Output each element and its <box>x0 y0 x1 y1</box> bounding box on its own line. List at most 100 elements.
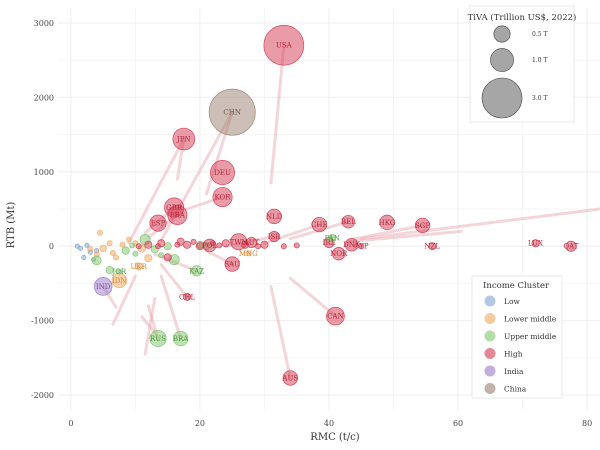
connector-line <box>140 315 157 335</box>
data-point <box>97 229 103 236</box>
connector-line <box>269 43 286 185</box>
data-point-ind <box>93 277 113 296</box>
size-legend: TiVA (Trillion US$, 2022) 0.5 T 1.0 T 3.0 … <box>468 5 577 123</box>
x-tick-label: 20 <box>195 419 205 428</box>
color-legend-label: Lower middle <box>504 315 557 324</box>
connector-line <box>288 276 337 318</box>
connector-line <box>143 296 157 356</box>
point-label-gbr: GBR <box>166 204 183 212</box>
data-point-can <box>326 306 345 326</box>
point-label-irl: IRL <box>323 239 336 247</box>
data-point <box>109 249 116 256</box>
data-point <box>144 254 153 263</box>
x-axis-title: RMC (t/c) <box>310 432 359 443</box>
y-tick-label: -1000 <box>31 317 54 326</box>
point-label-pan: PAN <box>325 235 340 243</box>
data-points <box>74 24 577 386</box>
data-point <box>293 242 300 249</box>
data-point <box>105 266 114 275</box>
connector-line <box>269 284 292 380</box>
point-label-rus: RUS <box>150 335 166 343</box>
data-point-nzl <box>428 242 437 251</box>
point-label-usa: USA <box>276 42 293 50</box>
data-point-fra <box>167 204 188 225</box>
point-label-kaz: KAZ <box>189 267 204 275</box>
connector-line <box>111 274 137 326</box>
point-label-lux: LUX <box>528 240 543 248</box>
data-point-kor <box>212 187 233 208</box>
x-tick-label: 0 <box>68 419 73 428</box>
data-point <box>221 239 230 248</box>
data-point-deu <box>210 160 235 185</box>
color-legend-swatch <box>484 365 496 377</box>
point-label-ind: IND <box>96 283 111 291</box>
point-label-ukr: UKR <box>130 263 147 271</box>
data-point <box>81 254 87 260</box>
point-label-che: CHE <box>311 221 328 229</box>
connector-line <box>127 137 186 244</box>
color-legend-swatch <box>484 348 496 359</box>
size-legend-circle <box>481 77 523 119</box>
point-label-aus: AUS <box>281 374 298 382</box>
point-label-sgp: SGP <box>415 222 430 230</box>
point-label-idn: IDN <box>112 277 127 285</box>
connector-line <box>353 223 425 241</box>
data-point-isr <box>268 231 280 243</box>
data-point <box>144 240 153 249</box>
x-tick-label: 60 <box>453 419 463 428</box>
connector-line <box>359 207 600 241</box>
data-point <box>106 240 113 247</box>
size-legend-title: TiVA (Trillion US$, 2022) <box>468 12 577 23</box>
point-label-kor: KOR <box>215 194 232 202</box>
data-point-jor <box>116 268 123 275</box>
data-point-aut <box>246 236 258 249</box>
data-point-chn <box>208 88 256 136</box>
y-tick-label: 3000 <box>34 19 54 28</box>
data-point <box>158 252 165 259</box>
y-tick-label: 2000 <box>34 93 54 102</box>
point-label-qat: QAT <box>563 243 578 251</box>
point-label-aut: AUT <box>243 239 260 247</box>
point-label-chl: CHL <box>179 293 195 301</box>
data-point <box>174 241 181 248</box>
data-point-nld <box>266 208 282 225</box>
point-label-dnk: DNK <box>343 241 361 249</box>
data-point-sau <box>224 256 240 272</box>
point-label-cyp: CYP <box>354 243 369 251</box>
point-label-twn: TWN <box>230 238 248 246</box>
color-legend: Income Cluster Low Lower middle Upper midd… <box>471 275 563 399</box>
y-axis-title: RTB (Mt) <box>6 202 17 249</box>
color-legend-label: High <box>504 350 523 359</box>
data-point <box>132 250 139 257</box>
connector-line <box>159 263 189 299</box>
data-point <box>84 242 90 249</box>
point-label-isr: ISR <box>268 233 282 241</box>
size-legend-circle <box>493 25 511 43</box>
connector-line <box>159 274 183 341</box>
y-tick-label: 1000 <box>34 168 54 177</box>
color-legend-label: Low <box>504 297 520 306</box>
y-axis-ticks: -2000 -1000 0 1000 2000 3000 <box>31 19 54 400</box>
color-legend-label: China <box>504 385 527 394</box>
point-label-chn: CHN <box>223 109 241 117</box>
data-point-mng <box>245 250 252 257</box>
data-point <box>91 255 102 266</box>
point-label-fra: FRA <box>170 211 186 219</box>
data-point-esp <box>149 214 167 232</box>
color-legend-swatch <box>484 313 496 324</box>
data-point <box>129 242 136 249</box>
size-legend-label: 0.5 T <box>532 31 547 38</box>
data-point-bel <box>341 214 356 229</box>
data-point <box>163 253 172 262</box>
color-legend-title: Income Cluster <box>483 281 550 291</box>
point-label-nor: NOR <box>330 250 348 258</box>
color-legend-swatch <box>484 295 496 307</box>
point-label-bel: BEL <box>341 218 356 226</box>
data-point <box>190 238 197 245</box>
color-legend-swatch <box>484 383 496 394</box>
color-legend-swatch <box>484 330 496 342</box>
data-point <box>155 243 161 250</box>
data-point <box>183 240 192 249</box>
point-label-esp: ESP <box>151 220 166 228</box>
